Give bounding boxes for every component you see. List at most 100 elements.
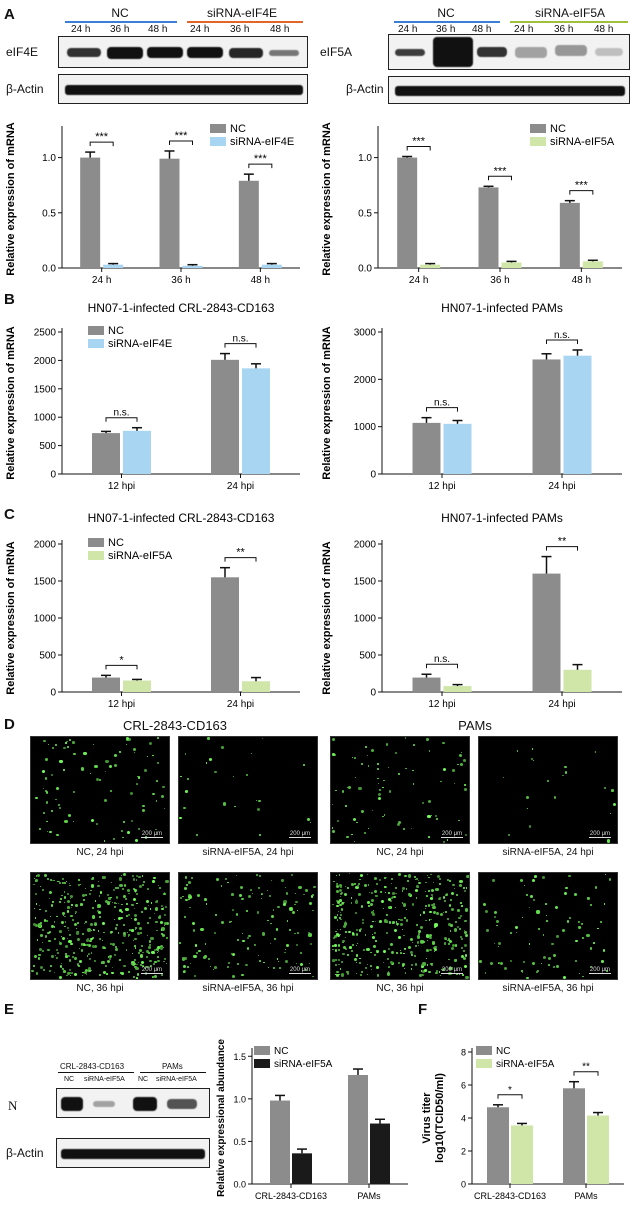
fluorescent-cell bbox=[394, 751, 397, 754]
fluorescent-cell bbox=[34, 923, 39, 927]
bar bbox=[182, 265, 203, 268]
blot-group-head: CRL-2843-CD163 bbox=[60, 1062, 125, 1071]
fluorescent-cell bbox=[351, 932, 355, 935]
fluorescent-cell bbox=[336, 970, 339, 974]
fluorescent-cell bbox=[87, 928, 91, 932]
fluorescent-cell bbox=[155, 900, 159, 904]
fluorescent-cell bbox=[161, 927, 165, 931]
fluorescent-cell bbox=[64, 952, 68, 956]
fluorescent-cell bbox=[393, 929, 398, 933]
fluorescent-cell bbox=[246, 774, 249, 777]
fluorescent-cell bbox=[401, 902, 404, 904]
fluorescent-cell bbox=[62, 882, 65, 884]
significance-bracket bbox=[105, 417, 138, 422]
fluorescent-cell bbox=[64, 819, 68, 823]
fluorescent-cell bbox=[90, 889, 92, 892]
fluorescent-cell bbox=[73, 952, 75, 954]
fluorescent-cell bbox=[105, 759, 109, 764]
fluorescent-cell bbox=[198, 949, 201, 952]
fluorescent-cell bbox=[122, 820, 126, 824]
fluorescent-cell bbox=[409, 938, 413, 941]
fluorescent-cell bbox=[91, 936, 94, 940]
fluorescent-cell bbox=[464, 943, 468, 947]
blot-strip bbox=[58, 74, 308, 104]
fluorescent-cell bbox=[43, 787, 45, 789]
fluorescent-cell bbox=[346, 971, 350, 975]
fluorescent-cell bbox=[312, 910, 314, 912]
fluorescent-cell bbox=[247, 894, 252, 899]
fluorescent-cell bbox=[590, 903, 593, 906]
fluorescent-cell bbox=[498, 962, 501, 965]
micrograph: 200 μm bbox=[330, 872, 470, 980]
fluorescent-cell bbox=[232, 953, 236, 957]
significance-label: ** bbox=[236, 547, 245, 559]
fluorescent-cell bbox=[444, 937, 448, 941]
fluorescent-cell bbox=[447, 942, 450, 946]
fluorescent-cell bbox=[192, 929, 196, 933]
blot-strip bbox=[56, 1138, 210, 1168]
micrograph-caption: NC, 24 hpi bbox=[376, 847, 424, 858]
fluorescent-cell bbox=[110, 930, 113, 934]
fluorescent-cell bbox=[139, 964, 142, 967]
fluorescent-cell bbox=[53, 920, 56, 923]
fluorescent-cell bbox=[542, 876, 545, 879]
fluorescent-cell bbox=[115, 947, 119, 951]
fluorescent-cell bbox=[336, 904, 339, 907]
fluorescent-cell bbox=[296, 909, 298, 912]
fluorescent-cell bbox=[390, 882, 392, 885]
fluorescent-cell bbox=[417, 886, 420, 888]
fluorescent-cell bbox=[86, 955, 88, 957]
fluorescent-cell bbox=[425, 919, 427, 921]
fluorescent-cell bbox=[59, 882, 61, 884]
fluorescent-cell bbox=[430, 918, 432, 921]
fluorescent-cell bbox=[582, 975, 585, 978]
fluorescent-cell bbox=[67, 814, 69, 817]
x-tick-label: 24 hpi bbox=[227, 699, 254, 710]
fluorescent-cell bbox=[73, 820, 75, 822]
fluorescent-cell bbox=[335, 964, 337, 966]
fluorescent-cell bbox=[364, 934, 367, 936]
fluorescent-cell bbox=[165, 936, 169, 940]
fluorescent-cell bbox=[460, 914, 463, 917]
legend-swatch bbox=[88, 339, 104, 348]
fluorescent-cell bbox=[340, 895, 342, 898]
fluorescent-cell bbox=[32, 883, 35, 886]
fluorescent-cell bbox=[134, 963, 137, 965]
fluorescent-cell bbox=[91, 877, 95, 881]
fluorescent-cell bbox=[336, 882, 339, 885]
lane-time: 36 h bbox=[554, 24, 574, 35]
fluorescent-cell bbox=[86, 943, 89, 947]
fluorescent-cell bbox=[35, 903, 38, 906]
fluorescent-cell bbox=[551, 942, 554, 946]
fluorescent-cell bbox=[428, 933, 433, 938]
fluorescent-cell bbox=[398, 936, 402, 940]
fluorescent-cell bbox=[408, 945, 412, 949]
fluorescent-cell bbox=[91, 944, 95, 948]
fluorescent-cell bbox=[114, 902, 117, 905]
fluorescent-cell bbox=[134, 947, 137, 950]
fluorescent-cell bbox=[133, 908, 135, 910]
fluorescent-cell bbox=[137, 827, 140, 830]
fluorescent-cell bbox=[209, 757, 213, 761]
fluorescent-cell bbox=[107, 960, 111, 964]
fluorescent-cell bbox=[128, 892, 130, 895]
fluorescent-cell bbox=[104, 964, 107, 967]
fluorescent-cell bbox=[439, 896, 441, 899]
fluorescent-cell bbox=[335, 884, 339, 888]
fluorescent-cell bbox=[310, 895, 314, 898]
lane-time: 36 h bbox=[230, 24, 250, 35]
fluorescent-cell bbox=[533, 875, 538, 879]
fluorescent-cell bbox=[190, 963, 192, 965]
fluorescent-cell bbox=[441, 967, 445, 971]
fluorescent-cell bbox=[276, 958, 279, 960]
fluorescent-cell bbox=[63, 769, 65, 771]
fluorescent-cell bbox=[428, 919, 431, 921]
fluorescent-cell bbox=[562, 928, 565, 932]
fluorescent-cell bbox=[369, 951, 372, 954]
fluorescent-cell bbox=[278, 966, 281, 969]
fluorescent-cell bbox=[443, 899, 447, 903]
fluorescent-cell bbox=[306, 818, 310, 821]
fluorescent-cell bbox=[419, 926, 423, 930]
fluorescent-cell bbox=[589, 947, 593, 950]
fluorescent-cell bbox=[132, 975, 135, 978]
